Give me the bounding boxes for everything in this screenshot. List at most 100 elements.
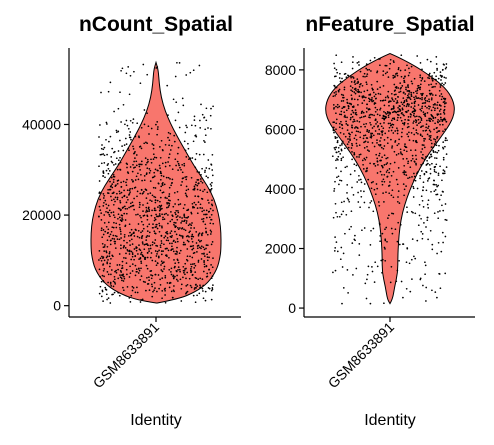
nfeature-point <box>405 150 408 153</box>
nfeature-point <box>341 142 343 145</box>
ncount-point <box>180 283 183 286</box>
nfeature-point <box>435 171 437 174</box>
ncount-point <box>185 220 188 222</box>
ncount-point <box>207 176 209 179</box>
nfeature-point <box>372 227 375 230</box>
nfeature-point <box>423 146 426 149</box>
ncount-point <box>204 169 206 172</box>
nfeature-point <box>339 258 342 261</box>
ncount-point <box>140 220 143 223</box>
ncount-point <box>176 152 179 155</box>
ncount-point <box>162 149 164 152</box>
ncount-point <box>116 238 119 240</box>
ncount-point <box>163 265 166 268</box>
ncount-point <box>175 164 177 167</box>
ncount-point <box>103 250 106 252</box>
ncount-point <box>140 216 142 219</box>
ncount-point <box>178 268 181 271</box>
nfeature-point <box>361 102 364 104</box>
ncount-point <box>175 216 178 218</box>
ncount-point <box>154 287 156 289</box>
nfeature-point <box>366 145 368 148</box>
ncount-point <box>108 235 111 238</box>
ncount-point <box>161 184 164 186</box>
ncount-point <box>183 271 185 274</box>
nfeature-point <box>367 178 370 181</box>
nfeature-point <box>376 142 378 144</box>
nfeature-point <box>432 119 434 122</box>
nfeature-point <box>342 252 345 255</box>
nfeature-point <box>383 164 386 166</box>
ncount-point <box>177 169 179 171</box>
ncount-point <box>191 233 194 236</box>
ncount-point <box>143 257 146 259</box>
nfeature-point <box>335 118 338 121</box>
ncount-point <box>211 153 214 156</box>
ncount-point <box>135 154 138 156</box>
nfeature-point <box>364 134 367 137</box>
ncount-point <box>119 156 121 159</box>
ncount-point <box>139 145 142 148</box>
nfeature-point <box>395 280 398 283</box>
ncount-point <box>203 188 206 191</box>
ncount-point <box>147 206 150 209</box>
nfeature-point <box>379 93 382 96</box>
nfeature-point <box>391 212 393 215</box>
nfeature-point <box>343 88 346 91</box>
ncount-point <box>111 254 114 257</box>
nfeature-point <box>353 137 356 140</box>
ncount-point <box>178 62 181 64</box>
ncount-point <box>134 291 137 294</box>
ncount-point <box>124 207 127 210</box>
ncount-point <box>107 163 110 165</box>
nfeature-y-tick-label: 4000 <box>265 181 296 197</box>
nfeature-point <box>334 94 336 97</box>
ncount-point <box>106 262 109 265</box>
ncount-point <box>107 188 109 191</box>
nfeature-point <box>341 80 344 83</box>
ncount-point <box>208 210 211 213</box>
ncount-point <box>173 140 176 143</box>
nfeature-point <box>365 167 368 170</box>
ncount-point <box>154 196 157 199</box>
nfeature-point <box>396 129 399 132</box>
nfeature-point <box>413 172 415 175</box>
ncount-point <box>200 239 203 242</box>
nfeature-point <box>363 227 366 229</box>
ncount-point <box>146 158 149 161</box>
nfeature-point <box>341 302 343 305</box>
nfeature-point <box>414 149 417 151</box>
nfeature-point <box>379 140 381 142</box>
ncount-point <box>181 181 183 183</box>
ncount-point <box>98 191 101 194</box>
ncount-point <box>117 163 120 165</box>
nfeature-point <box>387 122 390 125</box>
ncount-point <box>168 156 170 159</box>
ncount-point <box>98 250 101 252</box>
nfeature-point <box>435 82 438 85</box>
ncount-point <box>100 212 103 214</box>
nfeature-point <box>420 163 422 166</box>
nfeature-point <box>420 126 422 129</box>
nfeature-point <box>410 113 412 116</box>
ncount-point <box>98 205 101 208</box>
nfeature-point <box>348 102 351 105</box>
nfeature-point <box>409 290 412 293</box>
nfeature-point <box>434 103 436 105</box>
ncount-point <box>134 274 137 277</box>
nfeature-point <box>418 214 421 217</box>
nfeature-point <box>342 106 345 109</box>
nfeature-point <box>408 176 411 179</box>
nfeature-point <box>405 287 408 290</box>
nfeature-point <box>413 112 415 115</box>
ncount-point <box>132 232 135 235</box>
nfeature-point <box>405 157 408 160</box>
nfeature-point <box>338 105 341 108</box>
nfeature-point <box>439 210 441 212</box>
nfeature-point <box>333 147 336 149</box>
nfeature-point <box>346 102 349 104</box>
ncount-point <box>146 251 149 254</box>
ncount-point <box>207 127 209 129</box>
nfeature-point <box>406 211 409 213</box>
ncount-point <box>186 195 188 198</box>
